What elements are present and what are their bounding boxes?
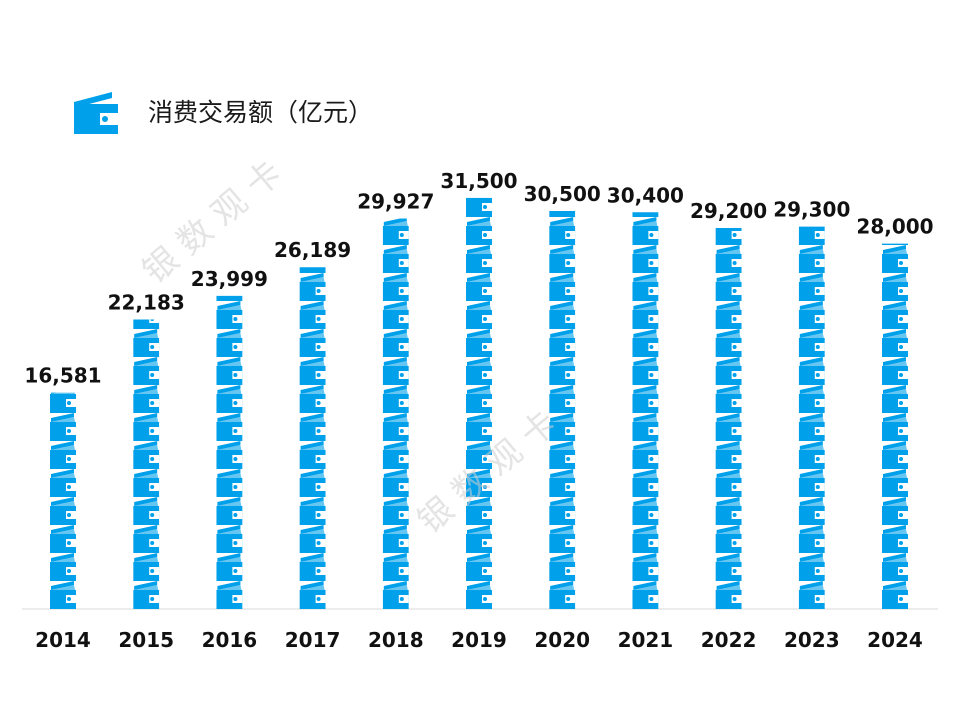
x-tick-label-2016: 2016 [202, 628, 258, 652]
x-tick-label-2022: 2022 [701, 628, 757, 652]
legend-title: 消费交易额（亿元） [148, 98, 374, 127]
bar-2024 [882, 243, 908, 609]
value-label-2014: 16,581 [24, 364, 101, 388]
x-tick-label-2014: 2014 [35, 628, 91, 652]
x-tick-label-2021: 2021 [618, 628, 674, 652]
value-label-2016: 23,999 [191, 267, 268, 291]
x-tick-label-2020: 2020 [534, 628, 590, 652]
bar-2023 [798, 226, 825, 609]
x-tick-label-2019: 2019 [451, 628, 507, 652]
bar-2014 [50, 392, 76, 609]
value-label-2021: 30,400 [607, 183, 684, 207]
x-tick-label-2024: 2024 [867, 628, 923, 652]
bar-2021 [632, 212, 659, 609]
bar-2018 [382, 218, 409, 609]
x-tick-label-2015: 2015 [118, 628, 174, 652]
bar-2015 [133, 319, 160, 609]
bar-2017 [299, 267, 326, 609]
bar-2016 [216, 295, 243, 609]
value-label-2023: 29,300 [773, 198, 850, 222]
wallet-icon [74, 92, 118, 134]
x-tick-label-2023: 2023 [784, 628, 840, 652]
value-label-2015: 22,183 [108, 291, 185, 315]
bar-2022 [715, 227, 742, 609]
value-label-2022: 29,200 [690, 199, 767, 223]
value-label-2018: 29,927 [357, 189, 434, 213]
value-label-2020: 30,500 [524, 182, 601, 206]
bar-2020 [549, 210, 576, 609]
x-tick-label-2018: 2018 [368, 628, 424, 652]
value-label-2017: 26,189 [274, 238, 351, 262]
value-label-2019: 31,500 [440, 169, 517, 193]
bar-2019 [466, 197, 492, 609]
x-tick-label-2017: 2017 [285, 628, 341, 652]
value-label-2024: 28,000 [856, 215, 933, 239]
